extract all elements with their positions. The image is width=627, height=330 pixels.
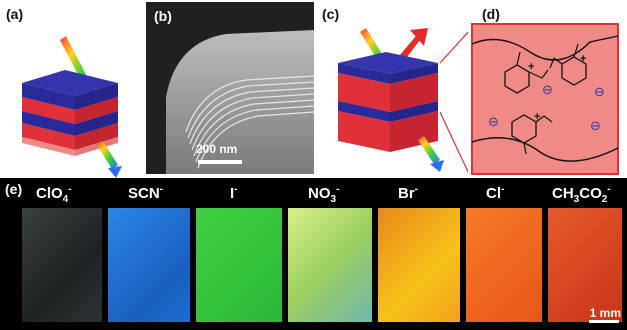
cation-charge-1: + [528,61,534,73]
pyridinium-ring-2 [549,43,587,86]
swatch-clo4 [22,208,102,322]
sem-texture [146,2,314,174]
panel-label-b: (b) [154,8,172,24]
anion-symbol-3: ⊖ [488,115,499,130]
polymer-inset-diagram: + + + ⊖ ⊖ ⊖ ⊖ [471,23,619,175]
inset-box [471,23,619,175]
pyridinium-ring-3 [511,114,553,155]
transmitted-light-beam [97,141,118,169]
swatch-ch3co2 [548,208,622,322]
anion-color-panel: (e) ClO4- SCN- I- NO3- Br- Cl- CH3CO2- 1… [0,178,627,330]
panel-label-c: (c) [322,6,340,22]
sem-scale-bar [198,160,242,164]
ion-label-scn: SCN- [128,184,164,202]
polymer-chain-bottom [471,137,619,162]
zoom-line-bottom [439,111,468,174]
swatch-scn [108,208,190,322]
transmitted-arrow-head [108,166,122,178]
ion-label-ch3co2: CH3CO2- [552,184,611,205]
swatch-br [378,208,460,322]
transmitted-light-beam [418,136,440,164]
transmitted-arrow-head [430,160,444,172]
sem-scale-label: 200 nm [196,142,238,156]
mm-scale-label: 1 mm [589,306,621,320]
ion-label-no3: NO3- [308,184,340,205]
ion-label-br: Br- [398,184,419,202]
ion-label-i: I- [230,184,238,202]
ion-label-clo4: ClO4- [36,184,72,205]
panel-label-d: (d) [482,6,500,22]
zoom-line-top [439,31,468,64]
mm-scale-bar [589,320,619,323]
cation-charge-2: + [580,53,586,65]
anion-symbol-2: ⊖ [594,85,605,100]
anion-symbol-1: ⊖ [542,83,553,98]
photonic-crystal-diagram-a [22,36,122,178]
pyridinium-ring-1 [504,51,549,94]
polymer-chain-top [471,35,619,61]
block-top-face [22,70,118,96]
panel-label-e: (e) [5,181,23,197]
swatch-i [196,208,282,322]
cation-charge-3: + [534,111,540,123]
ion-label-cl: Cl- [486,184,505,202]
photonic-crystal-diagram-c [338,28,468,174]
top-row: (a) [6,2,619,178]
swatch-no3 [288,208,372,322]
panel-label-a: (a) [6,6,24,22]
reflected-arrow-head [410,28,428,46]
sem-image: (b) 200 nm [146,2,314,174]
swatch-cl [466,208,542,322]
block-top-face [338,52,438,74]
anion-symbol-4: ⊖ [590,119,601,134]
